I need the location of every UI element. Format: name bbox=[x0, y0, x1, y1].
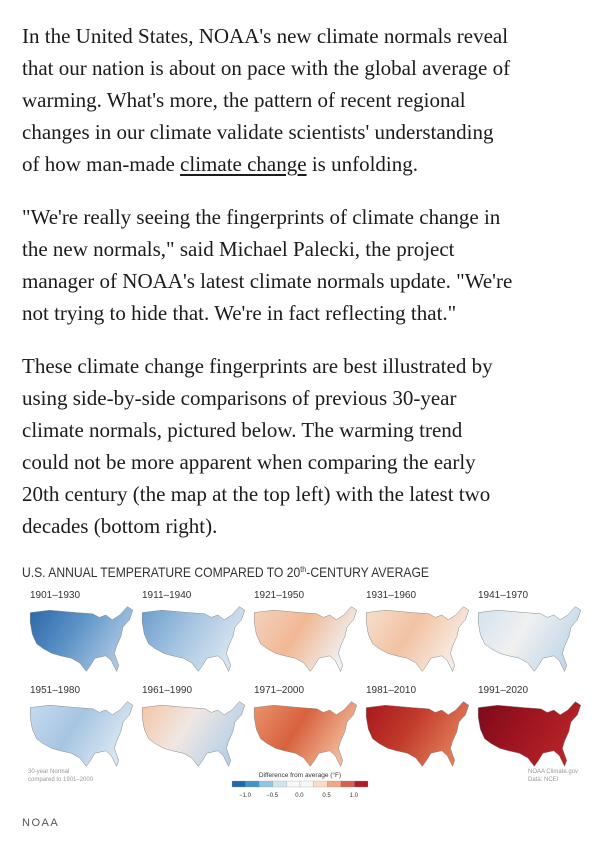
legend-tick: 0.5 bbox=[322, 793, 331, 799]
us-map bbox=[365, 606, 470, 673]
text-line: changes in our climate validate scientis… bbox=[22, 120, 494, 144]
text-line: warming. What's more, the pattern of rec… bbox=[22, 88, 466, 112]
title-end: -CENTURY AVERAGE bbox=[306, 564, 429, 580]
colorbar-cell bbox=[259, 780, 273, 788]
map-label: 1911–1940 bbox=[142, 590, 192, 601]
legend-tick: 1.0 bbox=[350, 793, 359, 799]
text-line: decades (bottom right). bbox=[22, 514, 218, 538]
text: of how man-made bbox=[22, 152, 181, 176]
text-line: manager of NOAA's latest climate normals… bbox=[22, 269, 513, 293]
legend-title: Difference from average (°F) bbox=[259, 771, 341, 779]
title-sup: th bbox=[300, 565, 306, 574]
us-map bbox=[253, 606, 358, 673]
us-map bbox=[141, 606, 246, 673]
map-label: 1991–2020 bbox=[478, 685, 528, 696]
text: is unfolding. bbox=[306, 152, 418, 176]
us-map bbox=[365, 701, 470, 768]
us-map bbox=[29, 606, 134, 673]
link[interactable]: climate change bbox=[180, 152, 307, 176]
colorbar-cell bbox=[245, 780, 260, 788]
legend-tick: −1.0 bbox=[239, 793, 252, 799]
colorbar-cell bbox=[340, 780, 355, 788]
text-line: using side-by-side comparisons of previo… bbox=[22, 386, 457, 410]
text-line: of how man-made climate change is unfold… bbox=[22, 148, 597, 180]
us-map bbox=[141, 701, 246, 768]
us-map bbox=[29, 701, 134, 768]
text-line: that our nation is about on pace with th… bbox=[22, 56, 511, 80]
map-label: 1981–2010 bbox=[366, 685, 416, 696]
map-label: 1961–1990 bbox=[142, 685, 192, 696]
map-label: 1971–2000 bbox=[254, 685, 304, 696]
article: In the United States, NOAA's new climate… bbox=[22, 20, 597, 563]
map-label: 1931–1960 bbox=[366, 590, 416, 601]
colorbar-cell bbox=[299, 780, 314, 788]
map-label: 1921–1950 bbox=[254, 590, 304, 601]
text-line: climate normals, pictured below. The war… bbox=[22, 418, 463, 442]
paragraph: In the United States, NOAA's new climate… bbox=[22, 20, 597, 180]
colorbar-cell bbox=[272, 780, 287, 788]
map-label: 1951–1980 bbox=[30, 685, 80, 696]
paragraph: These climate change fingerprints are be… bbox=[22, 350, 597, 542]
colorbar-cell bbox=[354, 780, 369, 788]
figure: U.S. ANNUAL TEMPERATURE COMPARED TO 20th… bbox=[22, 564, 582, 799]
title-text: U.S. ANNUAL TEMPERATURE COMPARED TO 20 bbox=[22, 564, 300, 580]
colorbar-cell bbox=[286, 780, 301, 788]
caption: NOAA bbox=[22, 817, 60, 829]
colorbar-cell bbox=[327, 780, 341, 788]
note-right: NOAA Climate.gov bbox=[528, 769, 578, 775]
colorbar-cell bbox=[231, 780, 246, 788]
us-map bbox=[477, 606, 582, 673]
legend-tick: −0.5 bbox=[266, 793, 279, 799]
text-line: could not be more apparent when comparin… bbox=[22, 450, 476, 474]
text-line: In the United States, NOAA's new climate… bbox=[22, 24, 509, 48]
text-line: not trying to hide that. We're in fact r… bbox=[22, 301, 457, 325]
us-map bbox=[253, 701, 358, 768]
note-left: compared to 1901–2000 bbox=[28, 777, 94, 783]
paragraph: "We're really seeing the fingerprints of… bbox=[22, 201, 597, 329]
text-line: 20th century (the map at the top left) w… bbox=[22, 482, 491, 506]
text-line: "We're really seeing the fingerprints of… bbox=[22, 205, 501, 229]
figure-title: U.S. ANNUAL TEMPERATURE COMPARED TO 20th… bbox=[22, 564, 429, 580]
legend-tick: 0.0 bbox=[295, 793, 304, 799]
map-label: 1901–1930 bbox=[30, 590, 80, 601]
us-map bbox=[477, 701, 582, 768]
text-line: the new normals," said Michael Palecki, … bbox=[22, 237, 455, 261]
text-line: These climate change fingerprints are be… bbox=[22, 354, 493, 378]
note-left: 30-year Normal bbox=[28, 769, 69, 775]
note-right: Data: NCEI bbox=[528, 777, 559, 783]
colorbar-cell bbox=[313, 780, 328, 788]
map-label: 1941–1970 bbox=[478, 590, 528, 601]
